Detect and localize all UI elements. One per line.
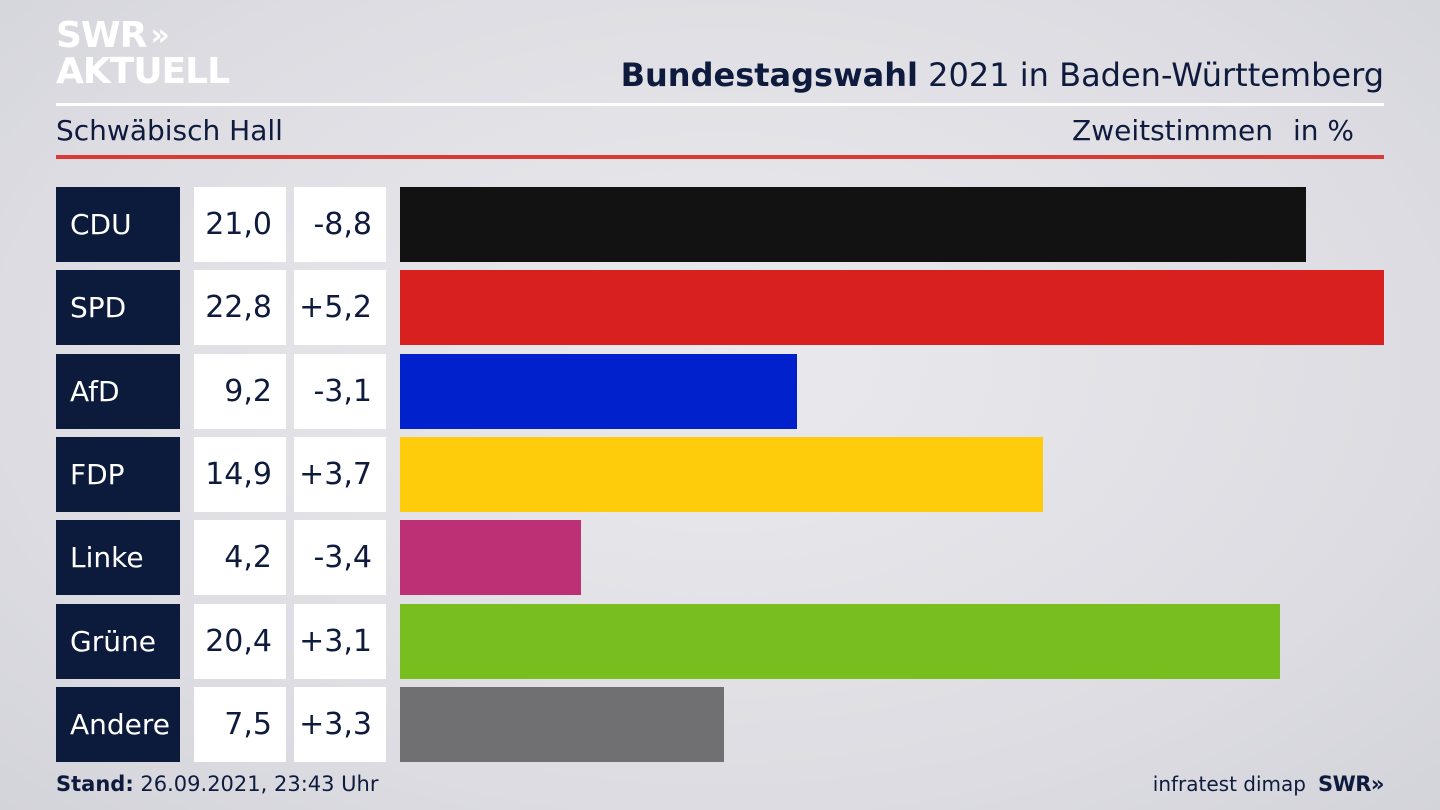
bar-row: Linke 4,2 -3,4	[56, 520, 1384, 596]
bar	[400, 270, 1384, 346]
bar-row: AfD 9,2 -3,1	[56, 353, 1384, 429]
source-text: infratest dimap	[1152, 772, 1306, 796]
unit-text: in %	[1292, 114, 1354, 147]
value-label: 21,0	[194, 187, 286, 262]
bar-row: FDP 14,9 +3,7	[56, 436, 1384, 512]
stand-value: 26.09.2021, 23:43 Uhr	[133, 772, 379, 796]
change-label: -3,1	[294, 353, 386, 429]
bar	[400, 353, 798, 429]
header-divider	[56, 103, 1384, 106]
change-label: +3,3	[294, 686, 386, 762]
value-label: 9,2	[194, 353, 286, 429]
accent-divider	[56, 155, 1384, 159]
party-label: FDP	[56, 436, 180, 512]
measure-text: Zweitstimmen	[1072, 114, 1273, 147]
bar	[400, 686, 724, 762]
change-label: -8,8	[294, 187, 386, 262]
logo-swr-text: SWR	[56, 15, 147, 56]
source-credit: infratest dimap SWR»	[1152, 772, 1385, 796]
measure-label: Zweitstimmen in %	[1072, 114, 1354, 147]
bar	[400, 520, 582, 596]
bar-row: Andere 7,5 +3,3	[56, 686, 1384, 762]
value-label: 22,8	[194, 270, 286, 346]
value-label: 4,2	[194, 520, 286, 596]
stand-label: Stand:	[56, 772, 134, 796]
bar-row: SPD 22,8 +5,2	[56, 270, 1384, 346]
value-label: 7,5	[194, 686, 286, 762]
change-label: +5,2	[294, 270, 386, 346]
change-label: +3,1	[294, 603, 386, 679]
value-label: 14,9	[194, 436, 286, 512]
swr-aktuell-logo: SWR » AKTUELL	[56, 15, 230, 92]
bar	[400, 436, 1044, 512]
change-label: -3,4	[294, 520, 386, 596]
swr-brand-logo: SWR»	[1317, 772, 1385, 796]
party-label: Linke	[56, 520, 180, 596]
party-label: AfD	[56, 353, 180, 429]
value-label: 20,4	[194, 603, 286, 679]
party-label: Andere	[56, 686, 180, 762]
region-label: Schwäbisch Hall	[56, 114, 283, 147]
change-label: +3,7	[294, 436, 386, 512]
bar	[400, 187, 1307, 262]
chart-title-bold: Bundestagswahl	[620, 56, 918, 94]
chart-title-rest: 2021 in Baden-Württemberg	[917, 56, 1384, 94]
chart-title: Bundestagswahl 2021 in Baden-Württemberg	[621, 56, 1384, 94]
party-label: Grüne	[56, 603, 180, 679]
bar-row: Grüne 20,4 +3,1	[56, 603, 1384, 679]
bar	[400, 603, 1281, 679]
party-label: SPD	[56, 270, 180, 346]
timestamp: Stand: 26.09.2021, 23:43 Uhr	[56, 772, 379, 796]
logo-chevron-icon: »	[150, 18, 170, 53]
logo-aktuell-text: AKTUELL	[56, 51, 230, 92]
bar-row: CDU 21,0 -8,8	[56, 187, 1384, 262]
party-label: CDU	[56, 187, 180, 262]
